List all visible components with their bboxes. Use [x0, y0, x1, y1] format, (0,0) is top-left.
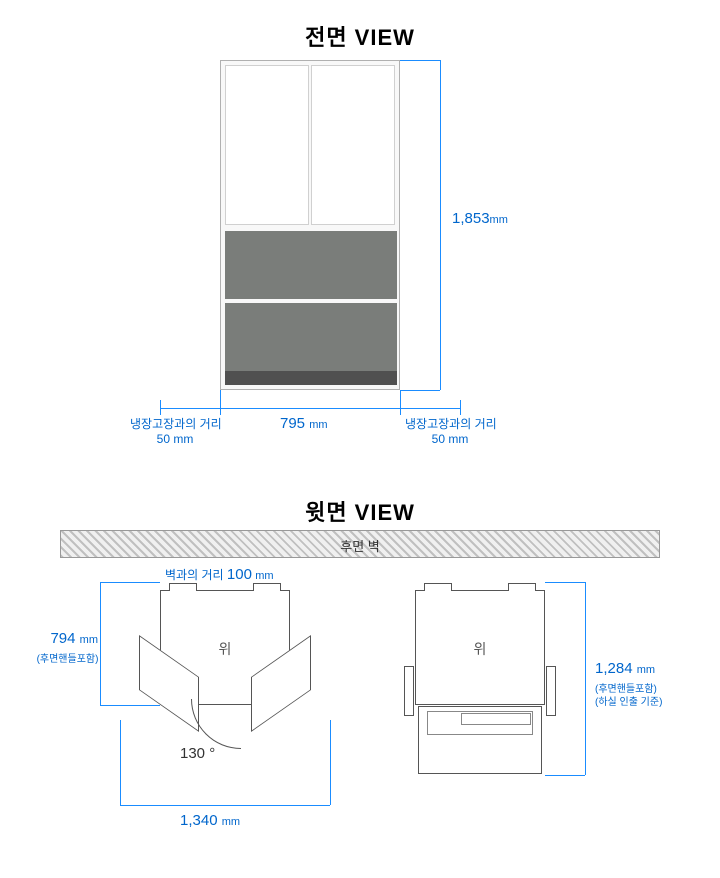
dim-depth-line: [100, 582, 101, 705]
wallgap-value: 100: [227, 566, 252, 583]
bottom-vent: [225, 371, 397, 385]
dim-clr-l-label: 냉장고장과의 거리: [130, 417, 222, 431]
top-handle-r: [253, 583, 281, 591]
dim-dd-tick-top: [545, 582, 585, 583]
dim-width-line: [160, 408, 460, 409]
dim-depth-tick-top: [100, 582, 160, 583]
depth-value: 794: [50, 630, 75, 647]
dim-clearance-right: 냉장고장과의 거리 50 mm: [405, 415, 495, 446]
dim-depth-note: (후면핸들포함): [35, 650, 100, 665]
angle-label: 130 °: [180, 745, 215, 762]
dim-doorwidth-line: [120, 805, 330, 806]
dim-height-tick-top: [400, 60, 440, 61]
dim-dd-note2: (하실 인출 기준): [595, 693, 662, 708]
rear-wall-label: 후면 벽: [60, 536, 660, 555]
dim-dw-tick-l: [120, 720, 121, 805]
dim-width-label: 795 mm: [280, 415, 328, 432]
dim-height-unit: mm: [490, 214, 508, 226]
dim-height-value: 1,853: [452, 210, 490, 227]
door-upper-left: [225, 65, 309, 225]
dim-height-label: 1,853mm: [452, 210, 508, 227]
dim-width-tick-l: [220, 390, 221, 415]
top-handle-l: [169, 583, 197, 591]
door-stub-l: [404, 666, 414, 716]
depth-unit: mm: [80, 634, 98, 646]
dim-clearance-left: 냉장고장과의 거리 50 mm: [130, 415, 220, 446]
front-view-title: 전면 VIEW: [0, 20, 720, 52]
dim-width-tick-r: [400, 390, 401, 415]
dim-depth-tick-bot: [100, 705, 160, 706]
dw-unit: mm: [222, 816, 240, 828]
dim-doorwidth-label: 1,340 mm: [180, 812, 240, 829]
top-view-title: 윗면 VIEW: [0, 495, 720, 527]
top-fridge-drawer-out: 위: [415, 590, 545, 705]
dim-clr-r-label: 냉장고장과의 거리: [405, 417, 497, 431]
drawer-top-outline2: [461, 713, 531, 725]
top-label-wi-right: 위: [416, 639, 544, 659]
dim-height-line: [440, 60, 441, 390]
drawer-middle: [225, 231, 397, 299]
dim-width-unit: mm: [309, 419, 327, 431]
dim-drawerdepth-label: 1,284 mm: [595, 660, 655, 677]
wallgap-text: 벽과의 거리: [165, 568, 224, 582]
top-view-diagram: 후면 벽 벽과의 거리 100 mm 위 위 794 mm (후면핸들포함) 1…: [60, 530, 660, 870]
dim-dd-tick-bot: [545, 775, 585, 776]
dd-unit: mm: [637, 664, 655, 676]
dim-drawerdepth-line: [585, 582, 586, 775]
dim-dw-tick-r: [330, 720, 331, 805]
top-handle-r2: [508, 583, 536, 591]
dim-clr-r-value: 50 mm: [432, 432, 469, 446]
dd-value: 1,284: [595, 660, 633, 677]
front-view-diagram: [220, 60, 420, 430]
dim-wallgap-label: 벽과의 거리 100 mm: [165, 566, 274, 583]
drawer-extended: [418, 706, 542, 774]
dim-width-value: 795: [280, 415, 305, 432]
wallgap-unit: mm: [255, 570, 273, 582]
dim-depth-label: 794 mm: [42, 630, 98, 647]
top-handle-l2: [424, 583, 452, 591]
door-upper-right: [311, 65, 395, 225]
dim-clr-tick-r: [460, 400, 461, 415]
dim-height-tick-bot: [400, 390, 440, 391]
drawer-bottom: [225, 303, 397, 371]
dw-value: 1,340: [180, 812, 218, 829]
top-label-wi-left: 위: [161, 639, 289, 659]
door-stub-r: [546, 666, 556, 716]
top-fridge-doors-open: 위: [160, 590, 290, 705]
fridge-front: [220, 60, 400, 390]
dim-clr-l-value: 50 mm: [157, 432, 194, 446]
angle-arc: [191, 699, 241, 749]
